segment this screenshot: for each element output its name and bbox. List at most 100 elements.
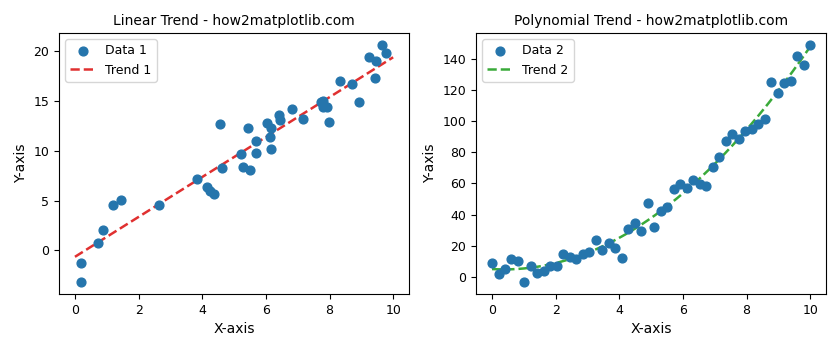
Data 1 (242, 125, 255, 131)
Data 2 (732, 136, 745, 142)
Data 2 (660, 205, 674, 210)
X-axis label: X-axis: X-axis (213, 322, 255, 336)
Data 2 (764, 79, 778, 85)
Data 1 (380, 50, 393, 56)
Data 2 (693, 181, 706, 187)
Data 1 (315, 100, 328, 105)
Data 1 (265, 146, 278, 151)
Data 2 (550, 263, 564, 269)
Data 1 (286, 106, 299, 112)
Trend 1 (338, 86, 348, 91)
Data 2 (771, 90, 785, 96)
Trend 1 (359, 74, 369, 78)
Data 2 (615, 255, 628, 261)
Data 1 (215, 165, 228, 170)
Data 1 (274, 118, 287, 123)
Data 2 (576, 252, 590, 257)
Data 1 (333, 78, 347, 84)
Data 2 (589, 238, 602, 243)
Data 2 (524, 263, 538, 269)
Data 2 (745, 127, 759, 132)
Data 1 (74, 260, 87, 265)
Trend 1 (71, 254, 81, 258)
Data 1 (91, 240, 104, 245)
Data 2 (790, 53, 804, 59)
Trend 2 (806, 44, 816, 49)
Data 2 (674, 181, 687, 187)
Data 2 (517, 279, 531, 285)
Data 2 (498, 266, 512, 272)
Data 2 (648, 225, 661, 230)
Data 2 (778, 80, 791, 86)
Data 2 (583, 250, 596, 255)
Data 2 (531, 271, 544, 276)
Data 2 (654, 208, 668, 213)
Data 2 (706, 164, 720, 170)
Data 1 (213, 121, 227, 127)
Data 1 (234, 152, 248, 157)
Title: Linear Trend - how2matplotlib.com: Linear Trend - how2matplotlib.com (113, 14, 355, 28)
Trend 2 (776, 84, 786, 89)
Data 2 (700, 183, 713, 189)
Trend 2 (487, 267, 497, 271)
Data 1 (352, 99, 365, 105)
Trend 1 (260, 136, 270, 140)
Data 2 (667, 186, 680, 191)
Data 1 (296, 116, 309, 122)
Data 1 (190, 176, 203, 182)
Data 2 (758, 116, 771, 121)
Data 2 (784, 78, 797, 84)
Trend 1 (70, 255, 80, 259)
Data 1 (317, 98, 330, 104)
Data 2 (570, 257, 583, 262)
Trend 1 (388, 55, 398, 60)
Data 1 (263, 135, 276, 140)
Legend: Data 1, Trend 1: Data 1, Trend 1 (66, 40, 156, 82)
Data 2 (680, 185, 694, 191)
Trend 2 (488, 267, 498, 271)
Data 2 (486, 260, 499, 266)
Data 2 (797, 63, 811, 68)
Trend 2 (677, 191, 687, 196)
Data 2 (557, 251, 570, 257)
Data 1 (369, 58, 382, 64)
Data 1 (237, 164, 250, 170)
Data 2 (712, 154, 726, 159)
Data 1 (345, 81, 359, 87)
Data 2 (804, 42, 817, 48)
Trend 1 (265, 133, 275, 137)
Data 2 (543, 263, 557, 268)
Data 1 (249, 150, 263, 156)
Data 2 (622, 226, 635, 232)
Trend 2 (676, 193, 686, 197)
Y-axis label: Y-axis: Y-axis (14, 144, 28, 183)
Y-axis label: Y-axis: Y-axis (423, 144, 437, 183)
Data 2 (505, 256, 518, 261)
Data 1 (320, 104, 333, 110)
Trend 2 (756, 110, 766, 114)
Data 1 (316, 104, 329, 110)
Data 2 (538, 268, 551, 274)
Data 2 (752, 122, 765, 127)
Data 2 (686, 178, 700, 183)
Data 1 (323, 119, 336, 125)
Data 1 (203, 189, 217, 194)
Data 2 (738, 128, 752, 134)
Data 1 (265, 125, 278, 131)
Data 1 (114, 197, 128, 203)
Data 1 (272, 112, 286, 118)
Data 1 (200, 184, 213, 189)
Data 2 (512, 258, 525, 264)
Data 2 (609, 246, 622, 251)
Data 1 (96, 228, 109, 233)
Data 1 (243, 167, 256, 173)
Data 2 (596, 247, 609, 253)
Data 2 (563, 254, 576, 260)
Trend 2 (683, 187, 693, 191)
Data 1 (260, 120, 274, 126)
Trend 1 (258, 136, 268, 141)
Line: Trend 1: Trend 1 (75, 57, 393, 257)
Legend: Data 2, Trend 2: Data 2, Trend 2 (482, 40, 574, 82)
Data 2 (491, 271, 505, 277)
Trend 2 (499, 267, 509, 272)
